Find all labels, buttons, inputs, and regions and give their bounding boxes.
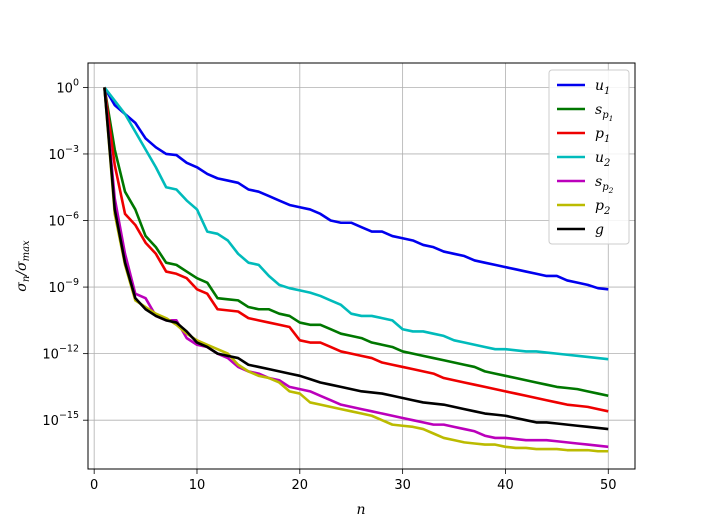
legend-label-sp1: sp1 xyxy=(595,102,613,123)
legend-box xyxy=(548,69,630,245)
legend-label-base: u xyxy=(595,150,604,166)
legend-label-subscript: 1 xyxy=(604,86,610,97)
legend-label-base: p xyxy=(595,198,604,214)
legend-label-subscript: 2 xyxy=(603,206,610,217)
y-axis-label-sub-max: max xyxy=(21,240,32,261)
legend-label-subscript: 1 xyxy=(604,134,610,145)
legend-label-base: p xyxy=(595,126,604,142)
x-tick-label: 50 xyxy=(600,478,617,493)
legend-label-u1: u1 xyxy=(595,78,610,97)
legend-label-g: g xyxy=(595,222,604,238)
x-axis-ticks: 0 10 20 30 40 50 xyxy=(90,469,617,493)
series-line-u1 xyxy=(103,86,609,291)
y-axis-label-sub-n: n xyxy=(21,276,32,282)
y-tick-exponent: −9 xyxy=(65,277,79,288)
y-axis-label-slash: /σ xyxy=(14,261,30,278)
y-tick-label: 10−12 xyxy=(42,344,79,363)
series-line-sp2 xyxy=(103,87,609,449)
legend-label-subscript: 2 xyxy=(603,158,610,169)
legend-label-base: s xyxy=(595,174,602,190)
y-tick-label: 100 xyxy=(56,77,79,96)
y-tick-base: 10 xyxy=(56,81,73,96)
x-tick-label: 20 xyxy=(292,478,309,493)
legend-label-subsubscript: 1 xyxy=(609,114,614,123)
y-tick-base: 10 xyxy=(48,281,65,296)
legend-label-subsubscript: 2 xyxy=(608,186,614,195)
legend-label-base: u xyxy=(595,78,604,94)
legend-label-sp2: sp2 xyxy=(595,174,614,195)
series-lines xyxy=(103,86,609,453)
y-tick-base: 10 xyxy=(48,215,65,230)
x-tick-label: 0 xyxy=(90,478,98,493)
legend-label-p2: p2 xyxy=(595,198,610,217)
y-tick-exponent: −15 xyxy=(59,410,79,421)
plot-frame xyxy=(87,62,636,470)
y-tick-base: 10 xyxy=(48,148,65,163)
y-tick-exponent: 0 xyxy=(73,77,79,88)
legend-label-base: s xyxy=(595,102,602,118)
y-tick-label: 10−9 xyxy=(48,277,79,296)
y-axis-label: σn/σmax xyxy=(14,240,32,292)
x-tick-label: 10 xyxy=(189,478,206,493)
x-axis-label: n xyxy=(356,502,365,518)
x-tick-label: 40 xyxy=(497,478,514,493)
y-tick-exponent: −12 xyxy=(59,344,79,355)
legend-label-p1: p1 xyxy=(595,126,610,145)
y-tick-label: 10−3 xyxy=(48,144,79,163)
series-line-sp1 xyxy=(103,87,609,398)
y-tick-exponent: −3 xyxy=(65,144,79,155)
x-tick-label: 30 xyxy=(394,478,411,493)
legend-label-subscript: p xyxy=(602,110,609,121)
series-line-g xyxy=(103,87,609,431)
legend-label-base: g xyxy=(595,222,604,238)
series-line-p1 xyxy=(103,87,609,413)
y-axis-label-numerator: σ xyxy=(14,282,30,292)
y-tick-exponent: −6 xyxy=(65,211,79,222)
legend-label-u2: u2 xyxy=(595,150,610,169)
y-tick-base: 10 xyxy=(42,348,59,363)
legend-label-subscript: p xyxy=(602,182,609,193)
series-line-u2 xyxy=(103,86,609,361)
y-tick-label: 10−15 xyxy=(42,410,79,429)
y-tick-label: 10−6 xyxy=(48,211,79,230)
y-tick-base: 10 xyxy=(42,414,59,429)
